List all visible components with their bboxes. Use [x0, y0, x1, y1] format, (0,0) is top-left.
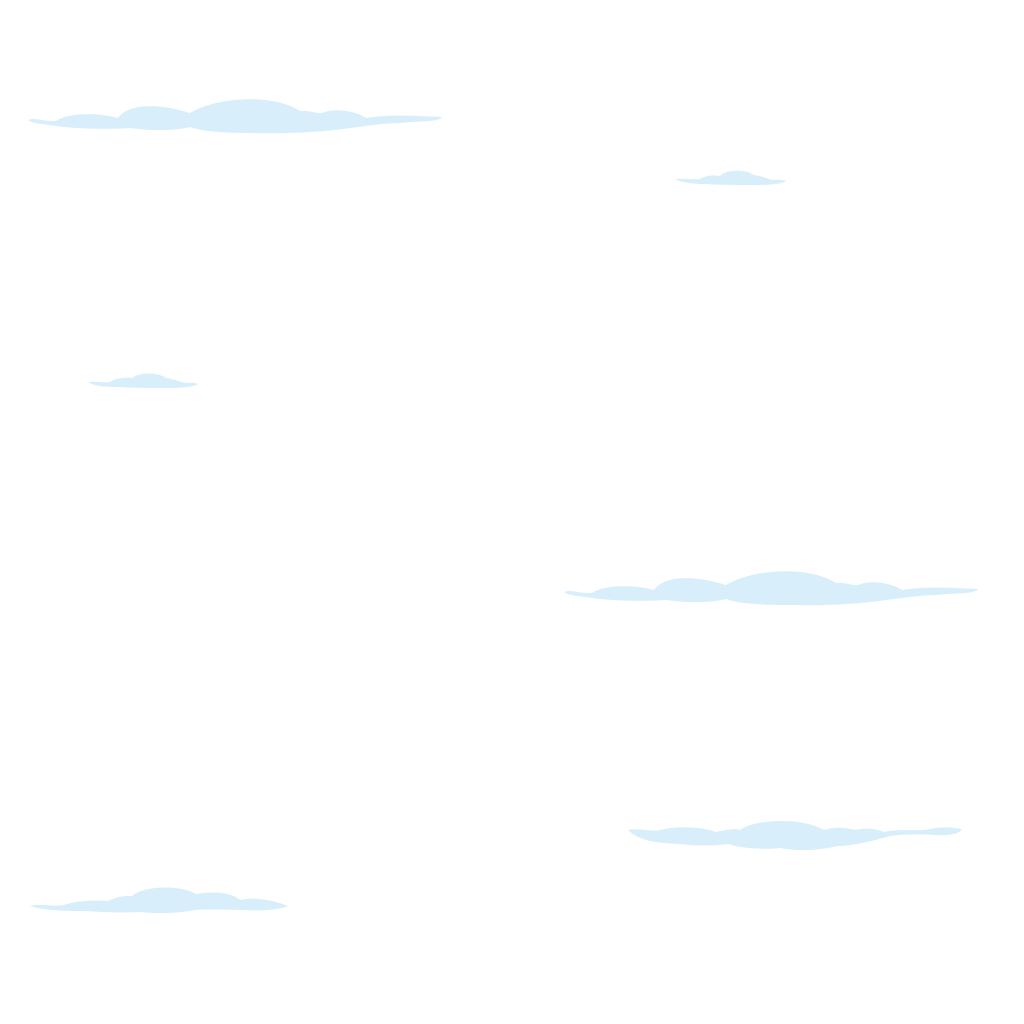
cloud-2 — [675, 170, 786, 185]
cloud-layer — [28, 99, 978, 914]
cloud-3 — [88, 373, 198, 388]
cloud-5 — [628, 820, 962, 851]
cloud-6 — [30, 887, 288, 914]
cloud-1 — [28, 99, 442, 134]
cloud-4 — [564, 571, 978, 606]
